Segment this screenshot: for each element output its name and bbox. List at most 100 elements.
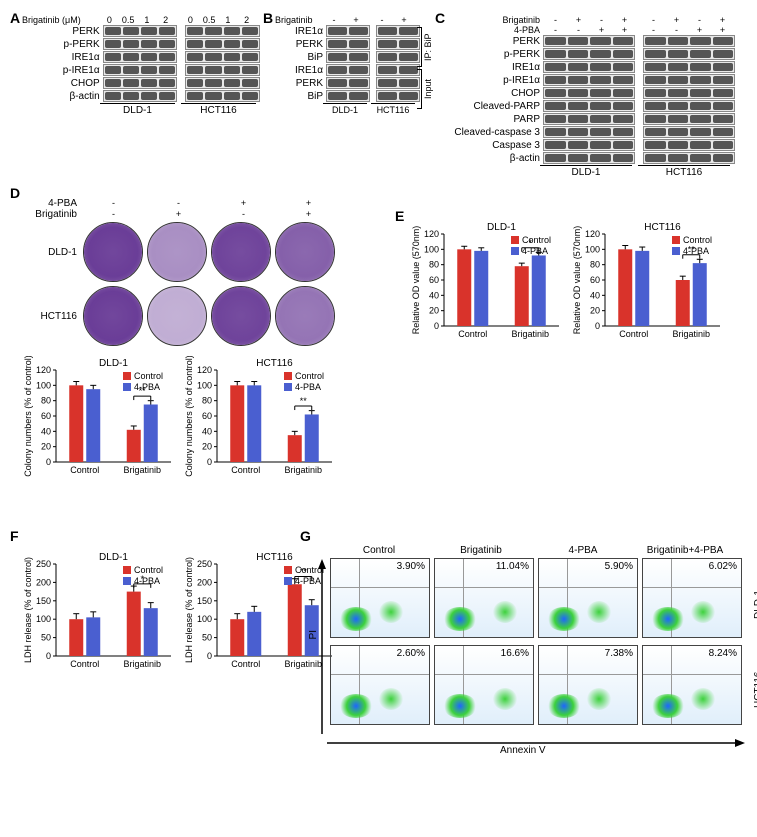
b-blot <box>326 64 370 76</box>
svg-text:Control: Control <box>619 329 648 339</box>
svg-text:0: 0 <box>207 457 212 467</box>
svg-text:DLD-1: DLD-1 <box>487 222 516 233</box>
dose-1: 0.5 <box>119 15 138 25</box>
c-label-brig: Brigatinib <box>448 15 544 25</box>
panel-letter-a: A <box>10 10 20 26</box>
svg-text:100: 100 <box>585 244 600 254</box>
dose-3: 2 <box>156 15 175 25</box>
g-col-label: Brigatinib+4-PBA <box>634 545 736 556</box>
svg-text:0: 0 <box>595 321 600 331</box>
a-blot <box>185 90 260 102</box>
colony-well <box>211 286 271 346</box>
c-blot <box>543 61 635 73</box>
b-protein: PERK <box>275 78 326 89</box>
a-blot <box>103 25 178 37</box>
d-cond: + <box>276 209 341 220</box>
c-blot <box>543 87 635 99</box>
panel-letter-g: G <box>300 528 311 544</box>
c-label-pba: 4-PBA <box>448 25 544 35</box>
c-cond: - <box>544 25 567 35</box>
flow-pct: 5.90% <box>605 561 633 572</box>
b-cell-1: HCT116 <box>371 103 415 115</box>
c-blot <box>643 74 735 86</box>
dose-0b: 0 <box>181 15 200 25</box>
a-blot <box>103 51 178 63</box>
svg-text:Control: Control <box>134 371 163 381</box>
g-col-label: Control <box>328 545 430 556</box>
colony-well <box>275 286 335 346</box>
a-blot <box>185 64 260 76</box>
flow-cytometry-plot: 7.38% <box>538 645 638 725</box>
c-cond: - <box>567 25 590 35</box>
svg-text:DLD-1: DLD-1 <box>99 358 128 369</box>
svg-text:250: 250 <box>36 559 51 569</box>
b-blot <box>326 25 370 37</box>
flow-pct: 8.24% <box>709 648 737 659</box>
c-cond: - <box>665 25 688 35</box>
panel-g: ControlBrigatinib4-PBABrigatinib+4-PBA 3… <box>310 545 750 730</box>
c-cond: + <box>590 25 613 35</box>
a-blot <box>103 64 178 76</box>
c-cond: - <box>642 15 665 25</box>
c-protein: β-actin <box>448 153 543 164</box>
d-label-brig: Brigatinib <box>22 209 81 220</box>
svg-text:150: 150 <box>36 596 51 606</box>
c-protein: p-PERK <box>448 49 543 60</box>
b-cond-0: - <box>323 15 345 25</box>
svg-text:80: 80 <box>590 260 600 270</box>
svg-text:120: 120 <box>36 365 51 375</box>
chart-colony-dld1: 020406080100120DLD-1Colony numbers (% of… <box>22 356 177 486</box>
flow-cytometry-plot: 11.04% <box>434 558 534 638</box>
svg-text:20: 20 <box>202 442 212 452</box>
chart-od-hct116: 020406080100120HCT116Relative OD value (… <box>571 220 726 350</box>
svg-text:40: 40 <box>202 426 212 436</box>
b-blot <box>326 38 370 50</box>
svg-text:20: 20 <box>429 306 439 316</box>
svg-text:250: 250 <box>197 559 212 569</box>
c-cond: + <box>688 25 711 35</box>
dose-2b: 1 <box>219 15 238 25</box>
b-protein: BiP <box>275 91 326 102</box>
svg-text:100: 100 <box>424 244 439 254</box>
b-cond-2: - <box>371 15 393 25</box>
c-blot <box>543 100 635 112</box>
c-blot <box>643 48 735 60</box>
g-row-dld1: DLD-1 <box>753 575 757 635</box>
flow-cytometry-plot: 5.90% <box>538 558 638 638</box>
svg-text:Brigatinib: Brigatinib <box>672 329 710 339</box>
colony-well <box>147 222 207 282</box>
figure: A B C D E F G Brigatinib (μM) 0 0.5 1 2 … <box>10 10 747 827</box>
svg-text:4-PBA: 4-PBA <box>134 382 160 392</box>
c-blot <box>543 35 635 47</box>
a-cell-line-1: HCT116 <box>181 103 256 116</box>
svg-text:4-PBA: 4-PBA <box>295 382 321 392</box>
svg-text:200: 200 <box>36 577 51 587</box>
panel-c: Brigatinib -+-+-+-+ 4-PBA --++--++ PERKp… <box>448 15 748 178</box>
svg-text:200: 200 <box>197 577 212 587</box>
b-blot <box>326 90 370 102</box>
colony-well <box>83 286 143 346</box>
panel-f: 050100150200250DLD-1LDH release (% of co… <box>22 550 338 680</box>
d-cond: + <box>146 209 211 220</box>
g-col-label: 4-PBA <box>532 545 634 556</box>
flow-cytometry-plot: 3.90% <box>330 558 430 638</box>
d-well-row-label: HCT116 <box>22 311 81 322</box>
a-blot <box>103 38 178 50</box>
svg-text:Control: Control <box>522 235 551 245</box>
svg-text:0: 0 <box>207 651 212 661</box>
svg-text:60: 60 <box>590 275 600 285</box>
colony-well <box>275 222 335 282</box>
dose-2: 1 <box>138 15 157 25</box>
d-cond: - <box>211 209 276 220</box>
a-blot <box>103 90 178 102</box>
svg-text:Control: Control <box>70 659 99 669</box>
svg-text:LDH release (% of control): LDH release (% of control) <box>23 557 33 663</box>
c-cond: + <box>613 15 636 25</box>
b-cell-0: DLD-1 <box>323 103 367 115</box>
svg-text:0: 0 <box>434 321 439 331</box>
flow-pct: 6.02% <box>709 561 737 572</box>
svg-text:40: 40 <box>590 290 600 300</box>
svg-text:0: 0 <box>46 651 51 661</box>
svg-text:120: 120 <box>424 229 439 239</box>
b-blot <box>376 77 420 89</box>
